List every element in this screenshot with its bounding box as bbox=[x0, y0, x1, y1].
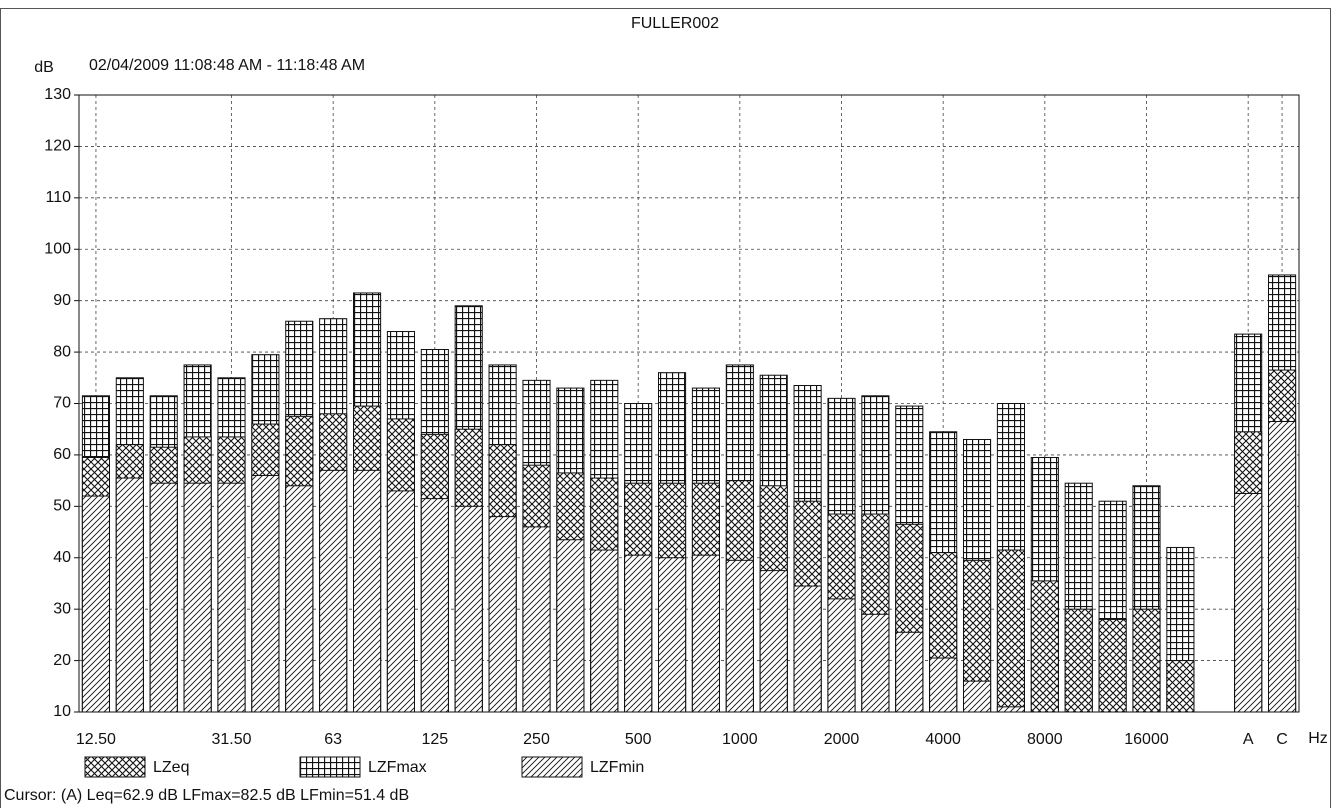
bar bbox=[149, 482, 178, 713]
y-tick-label: 10 bbox=[53, 703, 71, 720]
legend-label: LZFmin bbox=[590, 759, 644, 776]
legend-swatch bbox=[521, 756, 583, 778]
bar bbox=[251, 474, 280, 713]
x-tick-label: 500 bbox=[625, 731, 652, 748]
y-tick-label: 120 bbox=[44, 138, 71, 155]
bar bbox=[861, 613, 890, 713]
bar bbox=[1234, 492, 1263, 713]
bar bbox=[183, 482, 212, 713]
bar bbox=[725, 559, 754, 713]
plot-area bbox=[78, 94, 1300, 713]
bar bbox=[386, 490, 415, 713]
y-tick-label: 50 bbox=[53, 498, 71, 515]
bar bbox=[319, 469, 348, 713]
y-tick-label: 20 bbox=[53, 652, 71, 669]
bar bbox=[1268, 420, 1297, 713]
bar bbox=[963, 680, 992, 713]
y-tick-label: 130 bbox=[44, 86, 71, 103]
y-tick-label: 30 bbox=[53, 600, 71, 617]
legend-swatch bbox=[299, 756, 361, 778]
bar bbox=[115, 477, 144, 713]
x-tick-label: 63 bbox=[324, 731, 342, 748]
bar bbox=[488, 516, 517, 713]
bar bbox=[1064, 608, 1093, 713]
bar bbox=[929, 657, 958, 713]
bar bbox=[996, 706, 1026, 713]
bar bbox=[691, 554, 721, 713]
bar bbox=[353, 469, 382, 713]
y-tick-label: 110 bbox=[45, 189, 71, 206]
y-tick-label: 70 bbox=[53, 395, 71, 412]
x-tick-label: 2000 bbox=[824, 731, 860, 748]
y-tick-label: 60 bbox=[53, 446, 71, 463]
chart-title: FULLER002 bbox=[631, 15, 719, 32]
bar bbox=[759, 570, 788, 713]
x-tick-label: C bbox=[1276, 731, 1288, 748]
bar bbox=[1098, 618, 1127, 713]
bar bbox=[1132, 608, 1161, 713]
chart-subtitle: 02/04/2009 11:08:48 AM - 11:18:48 AM bbox=[89, 57, 365, 74]
bar bbox=[996, 549, 1026, 713]
bar bbox=[454, 505, 483, 713]
x-tick-label: 125 bbox=[421, 731, 448, 748]
bar bbox=[556, 539, 585, 713]
bar bbox=[793, 585, 822, 713]
bar bbox=[590, 549, 619, 713]
x-tick-label: 12.50 bbox=[76, 731, 116, 748]
x-tick-label: 31.50 bbox=[211, 731, 251, 748]
cursor-readout: Cursor: (A) Leq=62.9 dB LFmax=82.5 dB LF… bbox=[4, 787, 409, 804]
x-tick-label: 1000 bbox=[722, 731, 758, 748]
bar bbox=[420, 498, 449, 713]
legend-label: LZFmax bbox=[368, 759, 427, 776]
bar bbox=[217, 482, 246, 713]
bar bbox=[895, 631, 924, 713]
bar bbox=[658, 557, 687, 713]
legend-label: LZeq bbox=[153, 759, 189, 776]
y-tick-label: 40 bbox=[53, 549, 71, 566]
y-tick-label: 90 bbox=[53, 292, 71, 309]
y-tick-label: 100 bbox=[44, 240, 71, 257]
x-tick-label: 250 bbox=[523, 731, 550, 748]
y-tick-label: 80 bbox=[53, 343, 71, 360]
bar bbox=[624, 554, 653, 713]
bar bbox=[522, 526, 551, 713]
bar bbox=[827, 598, 856, 713]
x-tick-label: 16000 bbox=[1124, 731, 1169, 748]
bar bbox=[81, 495, 110, 713]
x-tick-label: A bbox=[1243, 731, 1254, 748]
y-axis-label: dB bbox=[34, 59, 54, 76]
bar bbox=[1030, 580, 1059, 713]
bar bbox=[1166, 660, 1195, 713]
x-axis-unit: Hz bbox=[1308, 730, 1328, 747]
x-tick-label: 8000 bbox=[1027, 731, 1063, 748]
x-tick-label: 4000 bbox=[925, 731, 961, 748]
bar bbox=[285, 485, 314, 713]
legend-swatch bbox=[84, 756, 146, 778]
